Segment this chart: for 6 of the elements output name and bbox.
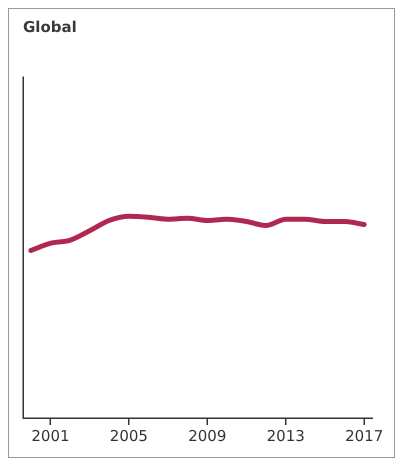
x-tick-label: 2013: [266, 426, 305, 445]
chart-title: Global: [23, 18, 77, 36]
x-tick-label: 2001: [31, 426, 70, 445]
x-tick-label: 2017: [345, 426, 384, 445]
x-tick-label: 2005: [110, 426, 148, 445]
x-tick-label: 2009: [188, 426, 226, 445]
